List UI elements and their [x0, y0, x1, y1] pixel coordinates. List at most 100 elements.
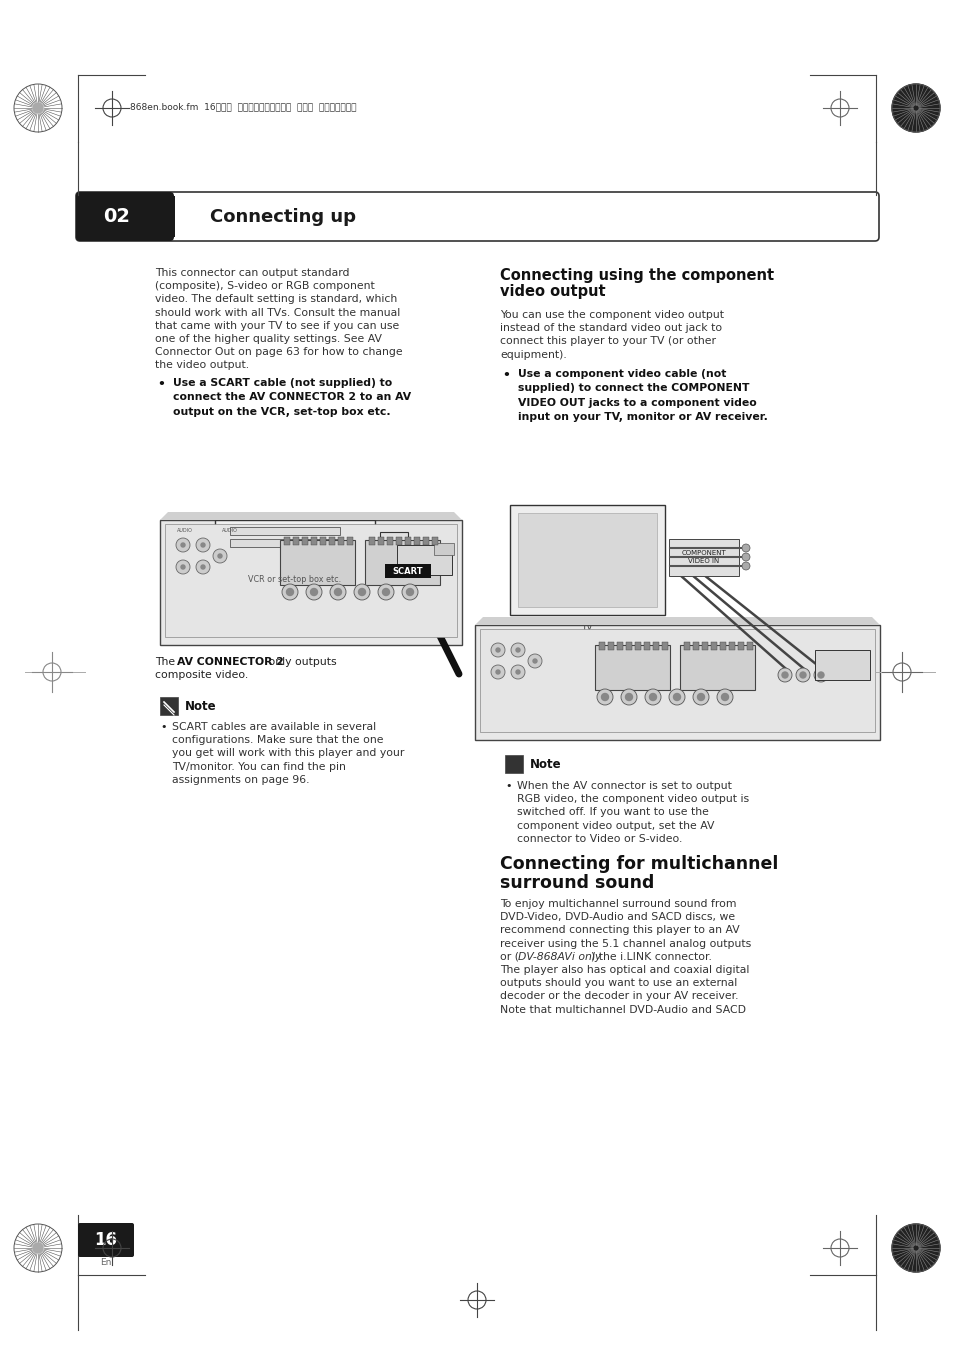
FancyBboxPatch shape	[598, 642, 604, 650]
Circle shape	[720, 693, 728, 701]
Circle shape	[668, 689, 684, 705]
Text: receiver using the 5.1 channel analog outputs: receiver using the 5.1 channel analog ou…	[499, 939, 750, 948]
Circle shape	[377, 584, 394, 600]
Text: outputs should you want to use an external: outputs should you want to use an extern…	[499, 978, 737, 988]
Text: supplied) to connect the COMPONENT: supplied) to connect the COMPONENT	[517, 384, 749, 393]
Polygon shape	[160, 512, 461, 520]
FancyBboxPatch shape	[160, 697, 178, 715]
Circle shape	[778, 667, 791, 682]
Text: AUDIO: AUDIO	[177, 528, 193, 534]
FancyBboxPatch shape	[337, 536, 344, 544]
Circle shape	[175, 538, 190, 553]
FancyBboxPatch shape	[635, 642, 640, 650]
FancyBboxPatch shape	[738, 642, 743, 650]
Text: 16: 16	[94, 1231, 117, 1250]
Circle shape	[11, 1221, 65, 1275]
Circle shape	[406, 589, 413, 596]
FancyBboxPatch shape	[130, 196, 174, 236]
Text: 868en.book.fm  16ページ  ２００３年８月１９日  火曜日  午前９時３０分: 868en.book.fm 16ページ ２００３年８月１９日 火曜日 午前９時３…	[130, 103, 356, 112]
Text: VIDEO OUT jacks to a component video: VIDEO OUT jacks to a component video	[517, 397, 756, 408]
FancyBboxPatch shape	[230, 527, 339, 535]
Circle shape	[354, 584, 370, 600]
FancyBboxPatch shape	[225, 565, 234, 570]
Circle shape	[401, 584, 417, 600]
Text: TV/monitor. You can find the pin: TV/monitor. You can find the pin	[172, 762, 346, 771]
Circle shape	[33, 1243, 43, 1252]
Text: ) the i.LINK connector.: ) the i.LINK connector.	[590, 952, 711, 962]
FancyBboxPatch shape	[369, 536, 375, 544]
Circle shape	[717, 689, 732, 705]
Circle shape	[175, 561, 190, 574]
Circle shape	[491, 665, 504, 680]
Circle shape	[511, 643, 524, 657]
Text: 02: 02	[103, 208, 131, 227]
Circle shape	[741, 553, 749, 561]
FancyBboxPatch shape	[78, 1223, 133, 1256]
FancyBboxPatch shape	[76, 192, 173, 240]
Circle shape	[181, 543, 185, 547]
Text: TV: TV	[580, 623, 592, 632]
FancyBboxPatch shape	[230, 539, 339, 547]
Circle shape	[516, 648, 519, 653]
Text: SCART: SCART	[393, 566, 423, 576]
FancyBboxPatch shape	[422, 536, 429, 544]
Circle shape	[382, 589, 389, 596]
Text: connect this player to your TV (or other: connect this player to your TV (or other	[499, 336, 716, 346]
Text: input on your TV, monitor or AV receiver.: input on your TV, monitor or AV receiver…	[517, 412, 767, 423]
FancyBboxPatch shape	[76, 192, 878, 240]
FancyBboxPatch shape	[479, 630, 874, 732]
Text: Note that multichannel DVD-Audio and SACD: Note that multichannel DVD-Audio and SAC…	[499, 1005, 745, 1015]
Circle shape	[673, 693, 679, 701]
FancyBboxPatch shape	[414, 536, 419, 544]
FancyBboxPatch shape	[385, 563, 431, 578]
Circle shape	[496, 648, 499, 653]
Text: This connector can output standard: This connector can output standard	[154, 267, 349, 278]
Circle shape	[213, 549, 227, 563]
Text: or (: or (	[499, 952, 518, 962]
FancyBboxPatch shape	[405, 536, 411, 544]
Text: COMPONENT
VIDEO IN: COMPONENT VIDEO IN	[680, 550, 725, 563]
Text: video output: video output	[499, 284, 605, 299]
FancyBboxPatch shape	[607, 642, 614, 650]
Text: You can use the component video output: You can use the component video output	[499, 309, 723, 320]
Text: Connecting for multichannel: Connecting for multichannel	[499, 855, 778, 873]
Text: AUDIO: AUDIO	[222, 528, 237, 534]
FancyBboxPatch shape	[720, 642, 725, 650]
FancyBboxPatch shape	[432, 536, 437, 544]
Circle shape	[335, 589, 341, 596]
Text: Note: Note	[185, 700, 216, 712]
FancyBboxPatch shape	[293, 536, 298, 544]
Circle shape	[218, 554, 222, 558]
Text: •: •	[504, 781, 511, 790]
FancyBboxPatch shape	[347, 536, 353, 544]
FancyBboxPatch shape	[379, 532, 408, 553]
Text: connector to Video or S-video.: connector to Video or S-video.	[517, 834, 681, 844]
Circle shape	[330, 584, 346, 600]
Circle shape	[181, 565, 185, 569]
Circle shape	[795, 667, 809, 682]
Circle shape	[692, 689, 708, 705]
Circle shape	[813, 667, 827, 682]
FancyBboxPatch shape	[679, 644, 754, 690]
FancyBboxPatch shape	[728, 642, 734, 650]
FancyBboxPatch shape	[280, 540, 355, 585]
FancyBboxPatch shape	[510, 505, 664, 615]
Text: surround sound: surround sound	[499, 874, 654, 892]
Text: The player also has optical and coaxial digital: The player also has optical and coaxial …	[499, 965, 749, 975]
Circle shape	[888, 1221, 942, 1275]
Text: •: •	[160, 721, 167, 732]
FancyBboxPatch shape	[701, 642, 707, 650]
Circle shape	[516, 670, 519, 674]
Circle shape	[888, 81, 942, 135]
FancyBboxPatch shape	[475, 626, 879, 740]
Circle shape	[33, 103, 43, 113]
FancyBboxPatch shape	[517, 513, 657, 607]
FancyBboxPatch shape	[377, 536, 384, 544]
Text: one of the higher quality settings. See AV: one of the higher quality settings. See …	[154, 334, 381, 345]
Circle shape	[527, 654, 541, 667]
Text: component video output, set the AV: component video output, set the AV	[517, 820, 714, 831]
Circle shape	[597, 689, 613, 705]
FancyBboxPatch shape	[692, 642, 699, 650]
Circle shape	[306, 584, 322, 600]
Circle shape	[496, 670, 499, 674]
